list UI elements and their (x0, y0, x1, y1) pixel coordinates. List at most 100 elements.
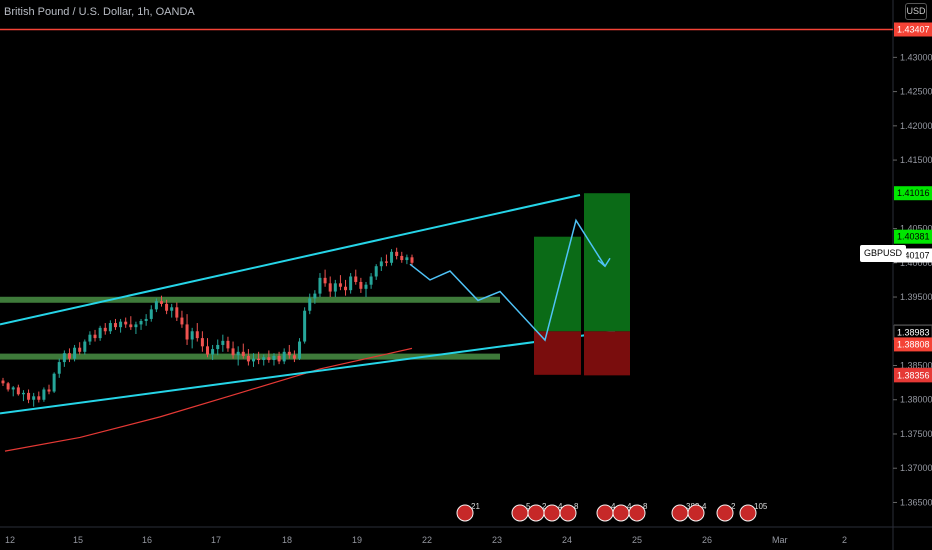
candle-body (27, 392, 31, 400)
position-1-stop-zone (534, 331, 581, 375)
projection-arrow-head (597, 257, 611, 268)
price-tick-label: 1.40500 (900, 224, 932, 234)
axis-price-tag (894, 22, 932, 37)
support-zone (0, 353, 500, 360)
event-badge-count: 4 (627, 502, 632, 511)
candle-body (231, 348, 235, 356)
candle-body (32, 396, 36, 400)
candle-body (113, 323, 117, 328)
date-tick-label: 15 (73, 535, 83, 545)
symbol-price-label: GBPUSD (860, 245, 907, 262)
projected-path (409, 218, 606, 342)
candle-body (103, 327, 107, 332)
date-tick-label: 24 (562, 535, 572, 545)
candle-body (62, 353, 66, 363)
event-badge (456, 504, 474, 522)
candle-body (267, 357, 271, 361)
date-tick-label: 23 (492, 535, 502, 545)
candle-body (6, 383, 10, 390)
price-tick-label: 1.37000 (900, 463, 932, 473)
price-tick-label: 1.42500 (900, 87, 932, 97)
price-tick-label: 1.39500 (900, 292, 932, 302)
candle-body (287, 351, 291, 356)
candle-body (134, 324, 138, 328)
candle-body (379, 261, 383, 267)
candle-body (298, 341, 302, 359)
candle-body (11, 387, 15, 390)
candle-body (410, 257, 414, 263)
event-badge (739, 504, 757, 522)
lower-channel (0, 330, 616, 415)
date-tick-label: 22 (422, 535, 432, 545)
candle-body (149, 309, 153, 319)
event-badge (687, 504, 705, 522)
candle-body (154, 301, 158, 310)
candle-body (318, 277, 322, 294)
axis-price-tag (894, 186, 932, 201)
candle-body (21, 392, 25, 395)
event-badge-count: 4 (702, 502, 707, 511)
event-badge (716, 504, 734, 522)
axis-price-tag (894, 368, 932, 383)
date-tick-label: 18 (282, 535, 292, 545)
candle-body (277, 355, 281, 362)
candle-body (195, 331, 199, 339)
candle-body (323, 277, 327, 284)
candle-body (185, 324, 189, 340)
candle-body (93, 334, 97, 339)
event-badge-count: 8 (574, 502, 579, 511)
event-badge-count: 2 (731, 502, 736, 511)
candle-body (190, 331, 194, 340)
axis-price-tag (894, 229, 932, 244)
candle-body (119, 321, 123, 328)
candle-body (349, 276, 353, 291)
axis-price-tag (894, 337, 932, 352)
moving-average-line (4, 347, 413, 452)
candle-body (390, 251, 394, 263)
candle-body (16, 387, 20, 395)
candle-body (354, 276, 358, 282)
candle-body (252, 358, 256, 362)
date-tick-label: Mar (772, 535, 788, 545)
event-badge-count: 21 (471, 502, 480, 511)
price-tick-label: 1.40000 (900, 258, 932, 268)
candle-body (1, 380, 5, 384)
currency-button[interactable]: USD (905, 3, 927, 20)
event-badge-count: 5 (526, 502, 531, 511)
candle-body (42, 389, 46, 400)
price-tick-label: 1.37500 (900, 429, 932, 439)
candle-body (400, 255, 404, 261)
candle-body (241, 351, 245, 356)
candle-body (313, 293, 317, 299)
event-badge-count: 105 (754, 502, 768, 511)
price-tick-label: 1.38000 (900, 395, 932, 405)
event-badge-count: 4 (611, 502, 616, 511)
price-tick-label: 1.38500 (900, 361, 932, 371)
date-tick-label: 19 (352, 535, 362, 545)
candle-body (384, 261, 388, 263)
candle-body (216, 344, 220, 350)
upper-channel (0, 194, 581, 326)
axis-price-tag-text: 1.38983 (897, 327, 930, 337)
candle-body (272, 355, 276, 361)
candle-body (211, 349, 215, 355)
candle-body (405, 257, 409, 261)
price-tick-label: 1.36500 (900, 497, 932, 507)
candle-body (364, 284, 368, 289)
date-tick-label: 17 (211, 535, 221, 545)
candle-body (246, 355, 250, 362)
candle-body (206, 346, 209, 355)
candle-body (98, 327, 102, 339)
candle-body (395, 251, 399, 256)
candle-body (221, 340, 225, 345)
candle-body (124, 321, 128, 325)
candle-body (374, 266, 378, 277)
axis-price-tag-text: 1.43407 (897, 24, 930, 34)
candle-body (338, 283, 342, 287)
candle-body (282, 351, 286, 362)
candle-body (67, 353, 71, 359)
candle-body (226, 340, 230, 349)
candle-body (200, 338, 204, 347)
